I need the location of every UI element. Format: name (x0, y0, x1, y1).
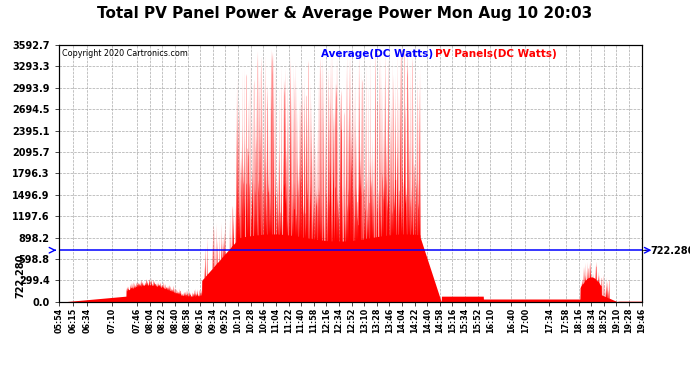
Text: 722.280: 722.280 (16, 254, 26, 298)
Text: PV Panels(DC Watts): PV Panels(DC Watts) (435, 49, 556, 59)
Text: Average(DC Watts): Average(DC Watts) (321, 49, 433, 59)
Text: Copyright 2020 Cartronics.com: Copyright 2020 Cartronics.com (61, 49, 188, 58)
Text: Total PV Panel Power & Average Power Mon Aug 10 20:03: Total PV Panel Power & Average Power Mon… (97, 6, 593, 21)
